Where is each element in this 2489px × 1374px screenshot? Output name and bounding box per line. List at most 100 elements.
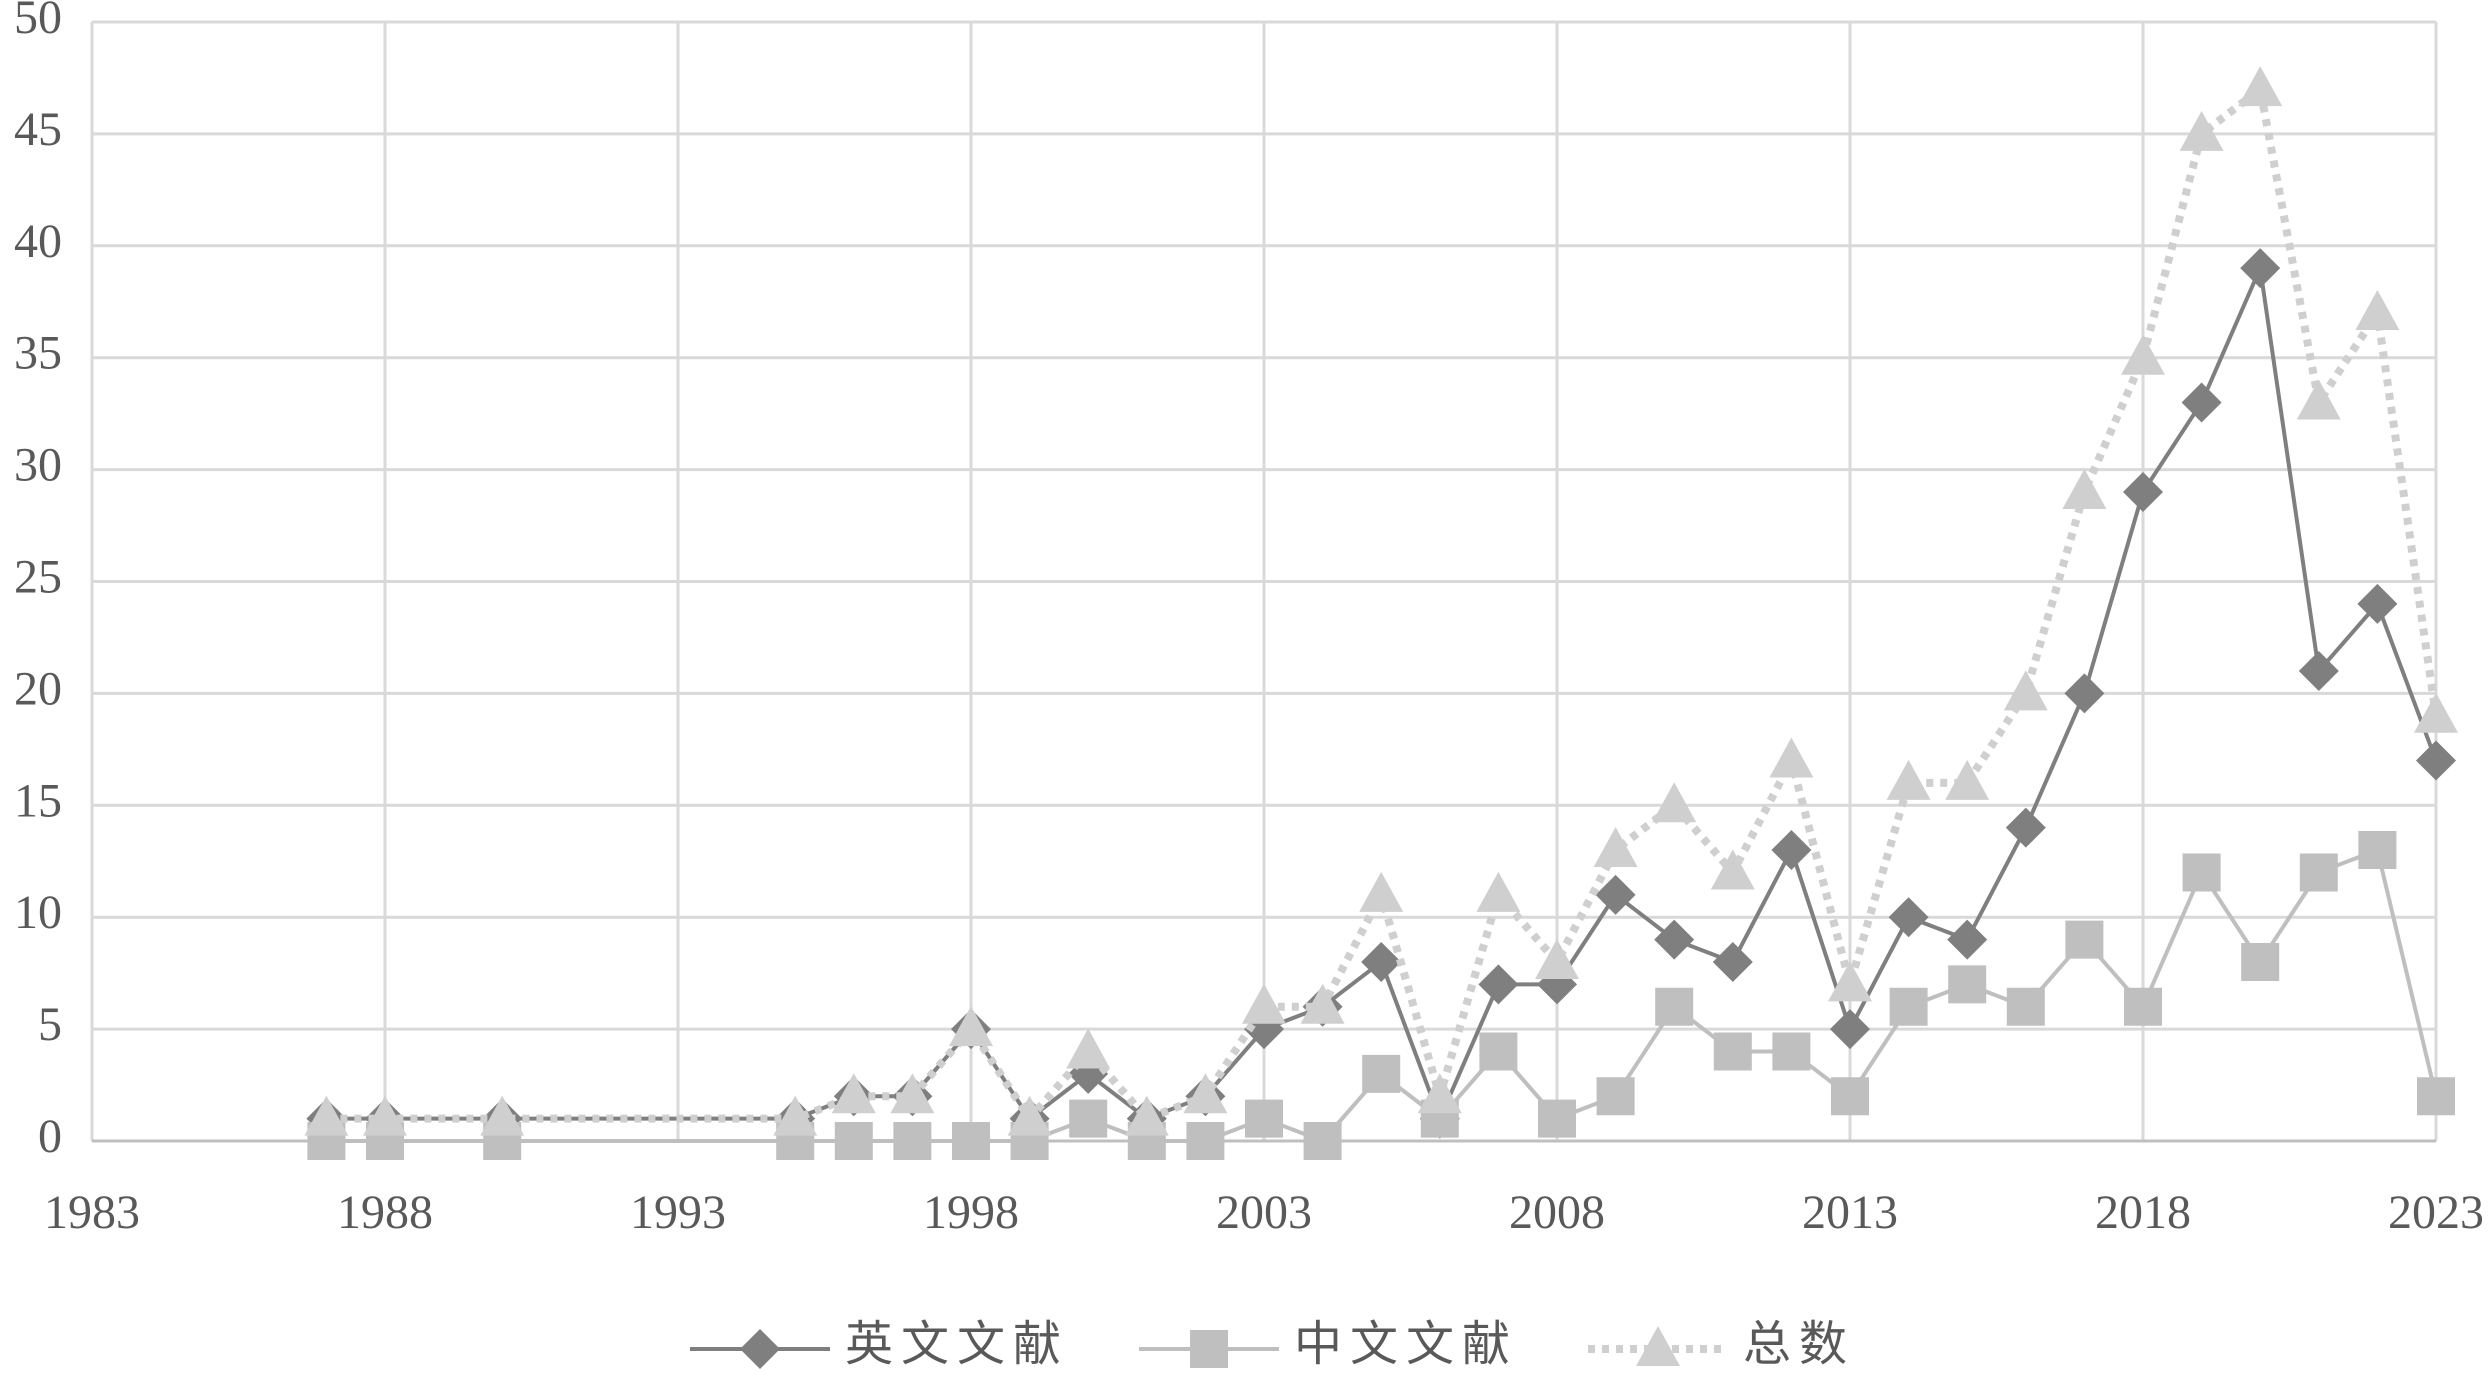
marker [1713,1032,1752,1071]
y-tick-label: 10 [14,886,62,939]
marker [2241,942,2280,981]
marker [1186,1122,1225,1160]
marker [1535,938,1579,979]
y-tick-label: 40 [14,215,62,268]
marker [1593,827,1638,868]
marker [893,1122,932,1160]
marker [1538,1099,1576,1138]
marker [1596,1077,1635,1116]
x-tick-label: 1993 [630,1186,726,1239]
marker [1476,871,1521,912]
marker [1772,1032,1811,1071]
legend: 英文文献 中文文献 总数 [690,1318,1855,1371]
marker [2416,740,2456,781]
marker [1359,871,1404,912]
x-tick-label: 2018 [2095,1186,2191,1239]
marker [1947,919,1988,960]
marker [2121,334,2165,375]
marker [1595,874,1636,915]
y-tick-label: 30 [14,439,62,492]
marker [2181,382,2222,423]
legend-label: 中文文献 [1294,1318,1518,1371]
y-tick-label: 0 [38,1110,62,1163]
marker [831,1073,876,1114]
marker [1710,849,1755,890]
y-tick-label: 45 [14,103,62,156]
marker [1712,941,1753,982]
x-tick-label: 1998 [923,1186,1019,1239]
marker [2182,853,2221,892]
marker [2003,670,2048,711]
marker [304,1095,349,1136]
marker [1655,987,1694,1026]
marker [1300,983,1345,1024]
marker [1888,897,1929,938]
marker [2124,987,2162,1026]
marker [1479,1032,1518,1071]
marker [1303,1122,1342,1160]
x-tick-label: 2013 [1802,1186,1898,1239]
marker [1948,965,1987,1004]
marker [1945,759,1990,800]
legend-marker [740,1329,780,1369]
marker [2296,379,2341,420]
y-tick-label: 5 [38,998,62,1051]
y-tick-label: 35 [14,327,62,380]
marker [1362,1054,1401,1093]
marker [2238,66,2283,107]
marker [1769,737,1814,778]
marker [1886,759,1931,800]
x-tick-label: 2008 [1509,1186,1605,1239]
marker [2417,1077,2455,1116]
marker [2299,853,2338,892]
y-tick-label: 25 [14,551,62,604]
marker [1771,830,1812,871]
marker [1417,1073,1462,1114]
marker [952,1122,990,1160]
x-tick-label: 1983 [44,1186,140,1239]
x-tick-label: 2023 [2388,1186,2484,1239]
x-tick-label: 1988 [337,1186,433,1239]
marker [1889,987,1928,1026]
marker [480,1095,525,1136]
legend-marker [1636,1326,1681,1366]
marker [1069,1099,1108,1138]
marker [1652,782,1697,823]
marker [2065,920,2104,959]
marker [949,1006,993,1047]
marker [2240,248,2281,289]
marker [1654,919,1695,960]
marker [1830,1009,1870,1050]
marker [2123,471,2163,512]
marker [2179,110,2224,151]
legend-label: 总数 [1743,1318,1855,1371]
marker [2358,831,2397,870]
marker [1124,1095,1169,1136]
marker [1183,1073,1228,1114]
y-tick-label: 50 [14,0,62,44]
y-tick-label: 15 [14,774,62,827]
legend-label: 英文文献 [845,1318,1069,1371]
marker [773,1095,818,1136]
marker [1066,1028,1111,1069]
marker [2064,673,2105,714]
marker [1361,941,1402,982]
marker [834,1122,873,1160]
marker [1242,983,1286,1024]
marker [1007,1095,1052,1136]
x-tick-label: 2003 [1216,1186,1312,1239]
marker [1828,961,1872,1002]
legend-marker [1190,1330,1229,1368]
marker [1478,964,1519,1005]
marker [2006,987,2045,1026]
series-line [326,82,2440,1126]
marker [2357,583,2398,624]
marker [2005,807,2046,848]
marker [2062,468,2107,509]
marker [2298,651,2339,692]
marker [890,1073,935,1114]
marker [2414,692,2458,733]
marker [1831,1077,1869,1116]
marker [1245,1099,1283,1138]
